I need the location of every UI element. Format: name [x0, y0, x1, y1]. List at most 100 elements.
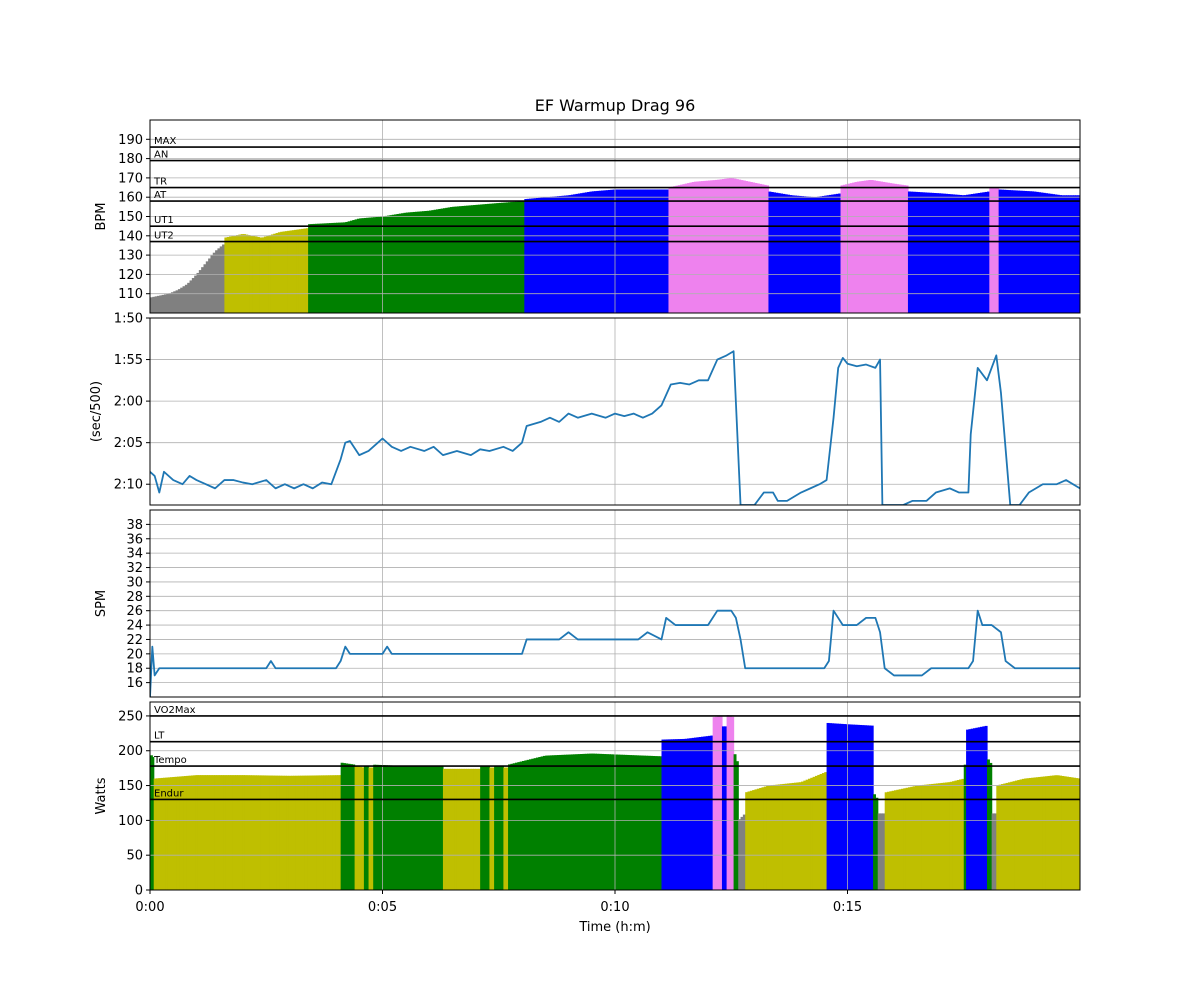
bar	[1042, 776, 1046, 890]
bar	[647, 755, 651, 890]
bar	[291, 230, 295, 313]
bar	[587, 753, 591, 890]
bar	[635, 189, 639, 313]
bar	[340, 762, 344, 890]
zone-label: UT1	[154, 215, 174, 226]
bar	[694, 181, 697, 313]
bar	[740, 816, 744, 890]
bar	[438, 766, 442, 890]
bar	[359, 766, 363, 890]
bar	[501, 202, 504, 313]
bar	[194, 275, 198, 313]
bar	[426, 210, 430, 313]
bar	[314, 775, 318, 890]
bar	[447, 207, 451, 313]
bar	[914, 785, 918, 890]
bar	[1033, 777, 1037, 890]
bar	[668, 739, 672, 890]
bar	[577, 754, 581, 890]
bar	[928, 784, 932, 890]
bar	[373, 764, 377, 890]
bar	[1052, 775, 1056, 890]
bar	[1031, 777, 1035, 890]
bar	[938, 783, 942, 890]
bar	[742, 814, 746, 890]
bar	[172, 776, 176, 890]
bar	[898, 184, 902, 313]
bar	[866, 180, 870, 313]
bar	[875, 180, 879, 313]
bar-segment	[661, 735, 714, 890]
bar	[1014, 190, 1018, 313]
bar	[642, 755, 646, 890]
bar	[845, 724, 849, 890]
bar	[354, 219, 358, 313]
bar	[680, 184, 684, 313]
bar	[1049, 193, 1053, 313]
bar	[173, 291, 177, 313]
y-tick-label: 24	[126, 619, 143, 634]
bar	[158, 778, 162, 890]
bar	[949, 194, 953, 313]
y-tick-label: 160	[118, 191, 143, 206]
bar	[673, 739, 677, 890]
bar-segment	[340, 762, 356, 890]
bar-segment	[150, 244, 225, 313]
bar	[1010, 781, 1014, 890]
bar	[389, 765, 393, 890]
bar	[768, 191, 772, 313]
bar	[968, 194, 972, 313]
bar	[728, 178, 732, 313]
bar	[526, 759, 530, 890]
bar	[789, 195, 793, 313]
bar	[209, 775, 213, 890]
bar	[419, 211, 423, 313]
bar	[269, 775, 273, 890]
bar	[496, 766, 500, 890]
bar	[831, 194, 835, 313]
bar	[152, 757, 155, 890]
bar	[366, 766, 370, 890]
bar	[821, 773, 825, 890]
bar-segment	[907, 191, 990, 313]
bar-segment	[963, 764, 967, 890]
bar	[361, 218, 365, 313]
bar	[759, 787, 763, 890]
bar-segment	[989, 187, 1000, 313]
bar	[186, 775, 190, 890]
bar	[391, 765, 395, 890]
bar	[854, 724, 858, 890]
bar	[773, 192, 777, 313]
panel-pace: 1:50 1:55 2:00 2:05 2:10 (sec/500)	[89, 312, 1081, 506]
bar	[896, 789, 900, 890]
bar	[398, 765, 402, 890]
bar	[654, 756, 658, 890]
bar	[212, 252, 216, 313]
bar	[161, 294, 165, 313]
bar	[1003, 189, 1007, 313]
bar	[926, 784, 930, 890]
bar	[510, 763, 514, 890]
zone-label: LT	[154, 731, 165, 742]
bar	[882, 181, 886, 313]
panel-frame	[149, 509, 1081, 698]
bar	[568, 195, 572, 313]
bar	[452, 768, 456, 890]
bar	[415, 211, 418, 313]
bar	[803, 196, 807, 313]
bar	[615, 189, 618, 313]
bar	[921, 192, 925, 313]
bar	[380, 216, 384, 313]
bar	[912, 786, 916, 890]
bar	[566, 754, 570, 890]
bar	[561, 754, 565, 890]
bar-segment	[153, 775, 342, 890]
bar	[482, 766, 486, 890]
y-tick-label: 2:10	[114, 478, 143, 493]
bar	[1035, 191, 1039, 313]
bar	[594, 753, 598, 890]
bar	[738, 819, 742, 890]
zone-label: VO2Max	[154, 705, 196, 716]
bar	[333, 222, 337, 313]
bar	[466, 205, 470, 313]
